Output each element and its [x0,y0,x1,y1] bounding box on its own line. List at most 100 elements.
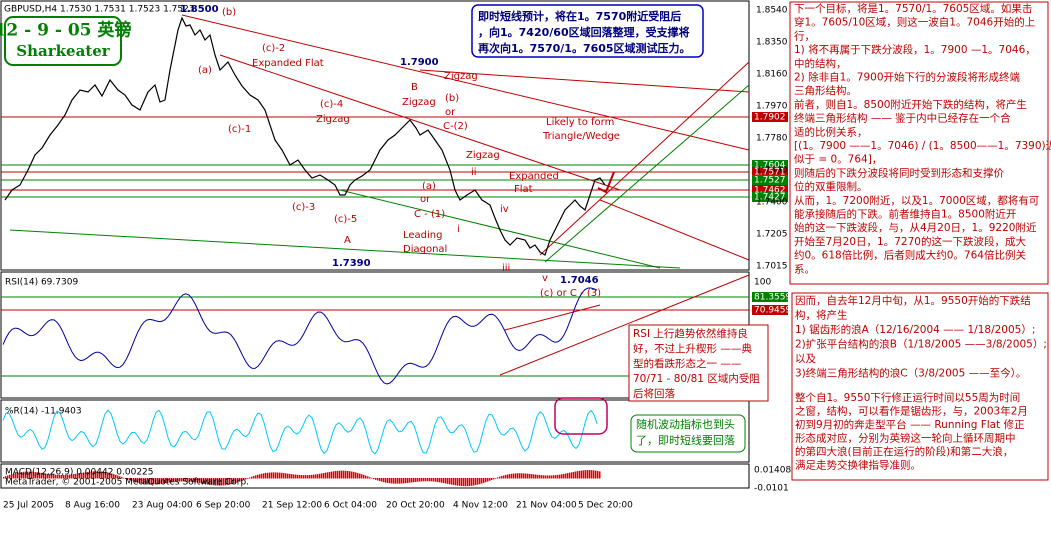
macd-bar [481,478,483,484]
macd-bar [475,478,477,486]
macd-bar [265,472,267,479]
macd-bar [227,478,229,485]
note-line: 即时短线预计，将在1。7570附近受阻后 [478,9,681,23]
macd-bar [503,475,505,479]
annotation: iv [500,204,509,215]
macd-bar [529,473,531,479]
panel-line: 似于 = 0。764]， [794,154,882,166]
macd-bar [431,478,433,482]
macd-bar [343,470,345,479]
macd-bar [115,474,117,479]
macd-bar [371,477,373,479]
macd-axis-label: 0.01408 [754,466,791,476]
macd-bar [373,478,375,480]
macd-bar [511,473,513,479]
rsi-axis-label: 81.3559 [754,293,791,303]
macd-bar [217,478,219,486]
macd-bar [169,478,171,483]
annotation: Zigzag [402,97,436,108]
macd-bar [571,472,573,479]
macd-bar [47,473,49,479]
macd-bar [73,474,75,479]
macd-bar [307,475,309,479]
macd-bar [585,470,587,479]
axis-highlight [752,292,788,302]
macd-bar [95,471,97,479]
macd-bar [443,478,445,484]
annotation: (c)-4 [320,99,343,110]
levels [1,116,749,377]
macd-bar [463,478,465,487]
macd-bar [139,478,141,484]
macd-bar [391,478,393,484]
macd-bar [497,477,499,479]
macd-bar [113,474,115,479]
macd-bar [177,478,179,482]
macd-bar [457,478,459,486]
macd-bar [323,472,325,479]
annotation: (c)-2 [262,43,285,54]
macd-bar [105,472,107,479]
panel-line: 1) 将不再属于下跌分波段，1。7900 —1。7046， [794,43,1036,56]
macd-bar [11,474,13,479]
rsi-axis-label: 70.9459 [754,306,791,316]
macd-bar [171,478,173,483]
panel-line: 3)终端三角形结构的浪C（3/8/2005 ——至今）。 [795,367,1026,380]
time-axis-label: 6 Sep 20:00 [196,501,251,511]
price-highlight-label: 1.7427 [754,193,786,203]
macd-bar [423,478,425,482]
macd-bar [417,478,419,482]
macd-bar [63,474,65,479]
macd-bar [119,476,121,479]
macd-bar [27,471,29,479]
macd-bar [215,478,217,486]
panel-line: 位的双重限制。 [794,180,868,193]
macd-bar [13,473,15,479]
macd-bar [509,474,511,479]
macd-bar [593,470,595,479]
macd-bar [155,478,157,485]
macd-bar [347,470,349,479]
macd-bar [461,478,463,487]
macd-bar [271,472,273,479]
macd-bar [557,474,559,479]
macd-bar [551,475,553,479]
trend-line [9,229,681,269]
price-axis-label: 1.8160 [756,70,788,80]
macd-bar [93,471,95,479]
macd-bar [107,472,109,479]
panel-line: 能承接随后的下跌。前者维持自1。8500附近开 [794,208,1016,221]
axis-highlight [752,185,788,195]
analysis-panel [789,1,1049,285]
axis-highlight [752,175,788,185]
macd-bar [451,478,453,485]
panel-line: 适的比例关系， [794,125,868,138]
macd-bar [55,474,57,479]
macd-bar [561,474,563,479]
macd-bar [395,478,397,484]
macd-bar [467,478,469,487]
price-axis-label: 1.8350 [756,38,788,48]
annotation: i [457,224,460,235]
annotation: C-(2) [443,121,468,132]
trend-line [544,84,750,263]
macd-bar [445,478,447,484]
macd-bar [277,472,279,479]
note-line: 后将回落 [633,388,675,400]
axis-highlight [752,160,788,170]
panel-line: 之窗，结构，可以看作是锯齿形，与，2003年2月 [795,405,1028,418]
note-line: 型的看跌形态之一 —— [633,357,741,370]
annotation: (a) [198,65,212,76]
annotation: Triangle/Wedge [542,131,620,142]
macd-bar [455,478,457,486]
macd-bar [189,478,191,482]
analysis-panel [791,292,1049,481]
price-highlight-label: 1.7462 [754,186,786,196]
macd-bar [67,474,69,479]
indicator-label: %R(14) -11.9403 [5,407,82,417]
macd-bar [261,473,263,479]
macd-bar [321,473,323,479]
macd-bar [297,474,299,479]
macd-bar [597,470,599,479]
macd-bar [589,470,591,479]
